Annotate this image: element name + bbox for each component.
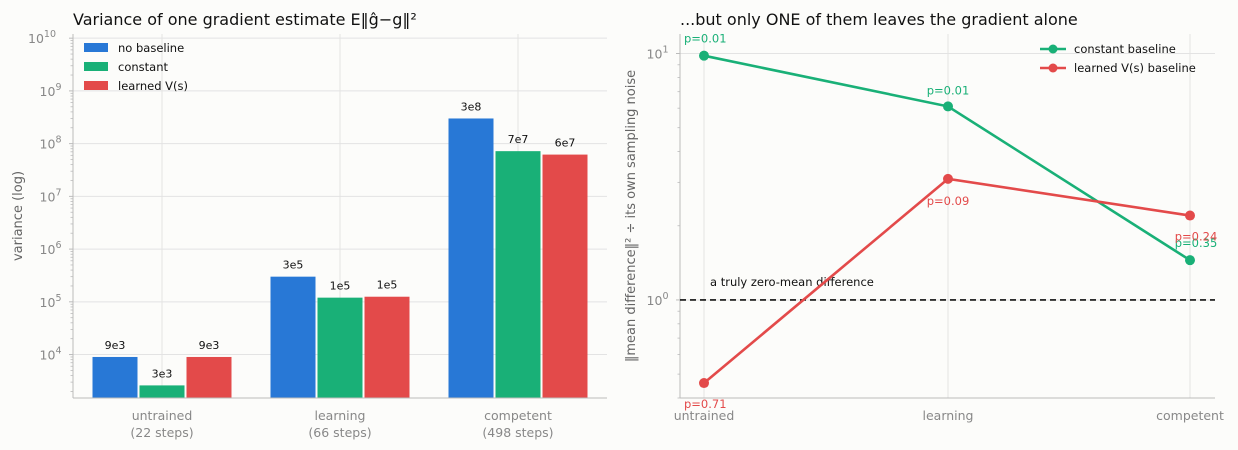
right-legend: constant baseline learned V(s) baseline	[1040, 42, 1196, 75]
y-tick-label: 109	[40, 82, 62, 99]
bar-no-baseline-untrained	[92, 356, 138, 398]
legend-label: learned V(s)	[118, 79, 188, 93]
reference-line: a truly zero-mean difference	[680, 275, 1215, 301]
right-y-axis-label: ‖mean difference‖² ÷ its own sampling no…	[624, 70, 639, 362]
p-value-label: p=0.35	[1175, 236, 1218, 250]
bar-value-label: 6e7	[555, 137, 576, 150]
series-point	[1185, 210, 1195, 221]
bar-no-baseline-learning	[270, 276, 316, 398]
x-tick-sublabel: (498 steps)	[482, 425, 553, 440]
legend-label: constant baseline	[1074, 42, 1176, 56]
reference-line-label: a truly zero-mean difference	[710, 275, 874, 289]
x-tick-label-competent: competent	[1156, 408, 1224, 423]
left-y-axis-label: variance (log)	[11, 171, 26, 261]
x-tick-label-learning: learning	[315, 408, 366, 423]
legend-swatch	[84, 43, 108, 52]
y-tick-label: 104	[40, 346, 62, 363]
bar-value-label: 3e8	[461, 100, 482, 113]
p-value-label: p=0.01	[927, 83, 970, 97]
bar-learned-v-s--competent	[542, 154, 588, 398]
x-tick-sublabel: (66 steps)	[308, 425, 371, 440]
legend-marker	[1048, 63, 1058, 73]
bar-value-label: 9e3	[105, 339, 126, 352]
right-y-tick-labels: 100 101	[647, 45, 680, 399]
bar-value-label: 3e3	[152, 367, 173, 380]
left-data-labels: 9e3 3e3 9e3 3e5 1e5 1e5 3e8 7e7 6e7	[105, 100, 576, 380]
p-value-label: p=0.09	[927, 194, 970, 208]
x-tick-label-competent: competent	[484, 408, 552, 423]
left-chart-title: Variance of one gradient estimate E‖ĝ−g‖…	[73, 10, 417, 29]
y-tick-label: 106	[40, 240, 62, 257]
left-legend: no baseline constant learned V(s)	[84, 41, 188, 93]
bar-no-baseline-competent	[448, 118, 494, 399]
bar-value-label: 9e3	[199, 339, 220, 352]
x-tick-sublabel: (22 steps)	[130, 425, 193, 440]
series-point	[699, 378, 709, 389]
right-chart-title: ...but only ONE of them leaves the gradi…	[680, 10, 1078, 29]
bar-value-label: 7e7	[508, 133, 529, 146]
bar-value-label: 1e5	[377, 279, 398, 292]
legend-swatch	[84, 62, 108, 71]
y-tick-label: 1010	[28, 29, 56, 46]
bar-value-label: 3e5	[283, 259, 304, 272]
legend-label: constant	[118, 60, 168, 74]
variance-bar-chart: Variance of one gradient estimate E‖ĝ−g‖…	[11, 10, 607, 440]
right-p-value-labels: p=0.01 p=0.01 p=0.35 p=0.71 p=0.09 p=0.24	[684, 32, 1217, 411]
y-tick-label: 108	[40, 135, 62, 152]
left-y-tick-labels: 104 105 106 107 108 109 1010	[28, 29, 73, 392]
bar-learned-v-s--learning	[364, 296, 410, 398]
legend-label: learned V(s) baseline	[1074, 61, 1196, 75]
x-tick-label-learning: learning	[923, 408, 974, 423]
mean-difference-line-chart: ...but only ONE of them leaves the gradi…	[624, 10, 1224, 423]
series-point	[1185, 255, 1195, 266]
left-bars	[92, 118, 588, 399]
x-tick-label-untrained: untrained	[132, 408, 193, 423]
bar-constant-competent	[495, 151, 541, 398]
series-point	[943, 101, 953, 112]
x-tick-label-untrained: untrained	[674, 408, 735, 423]
bar-learned-v-s--untrained	[186, 356, 232, 398]
p-value-label: p=0.24	[1175, 230, 1218, 244]
legend-marker	[1048, 44, 1058, 54]
legend-swatch	[84, 81, 108, 90]
right-series-lines	[699, 50, 1195, 389]
bar-constant-learning	[317, 297, 363, 398]
series-point	[943, 173, 953, 184]
y-tick-label: 100	[647, 291, 669, 308]
p-value-label: p=0.71	[684, 397, 727, 411]
right-grid	[680, 34, 1215, 398]
y-tick-label: 101	[647, 45, 669, 62]
y-tick-label: 105	[40, 293, 62, 310]
series-point	[699, 50, 709, 61]
left-x-tick-labels: untrained (22 steps) learning (66 steps) com…	[130, 408, 553, 440]
bar-constant-untrained	[139, 385, 185, 398]
p-value-label: p=0.01	[684, 32, 727, 46]
legend-label: no baseline	[118, 41, 184, 55]
bar-value-label: 1e5	[330, 280, 351, 293]
right-x-tick-labels: untrained learning competent	[674, 408, 1224, 423]
y-tick-label: 107	[40, 187, 62, 204]
